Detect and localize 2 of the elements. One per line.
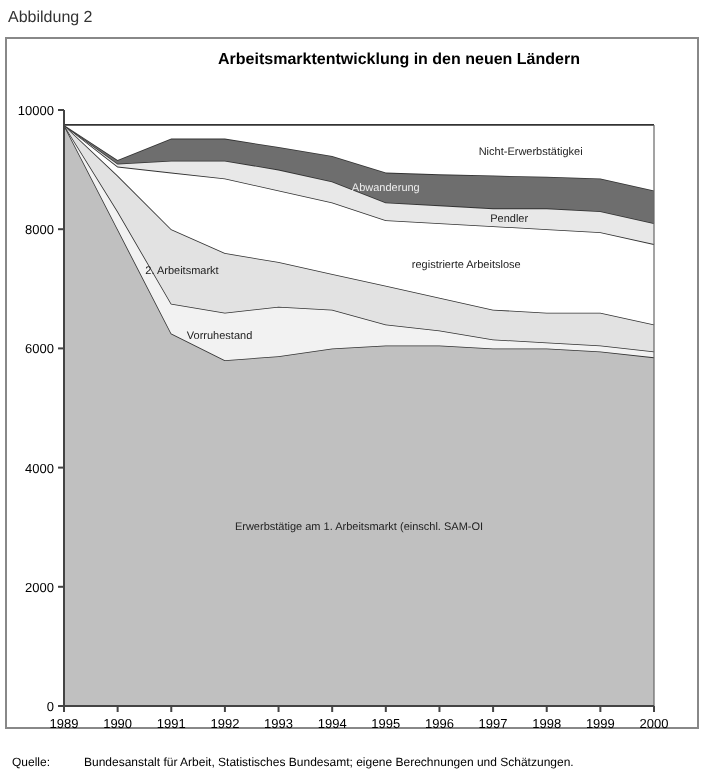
text: Abbildung 2 xyxy=(8,8,94,26)
chart-title: Arbeitsmarktentwicklung in den neuen Ländern xyxy=(218,50,581,68)
